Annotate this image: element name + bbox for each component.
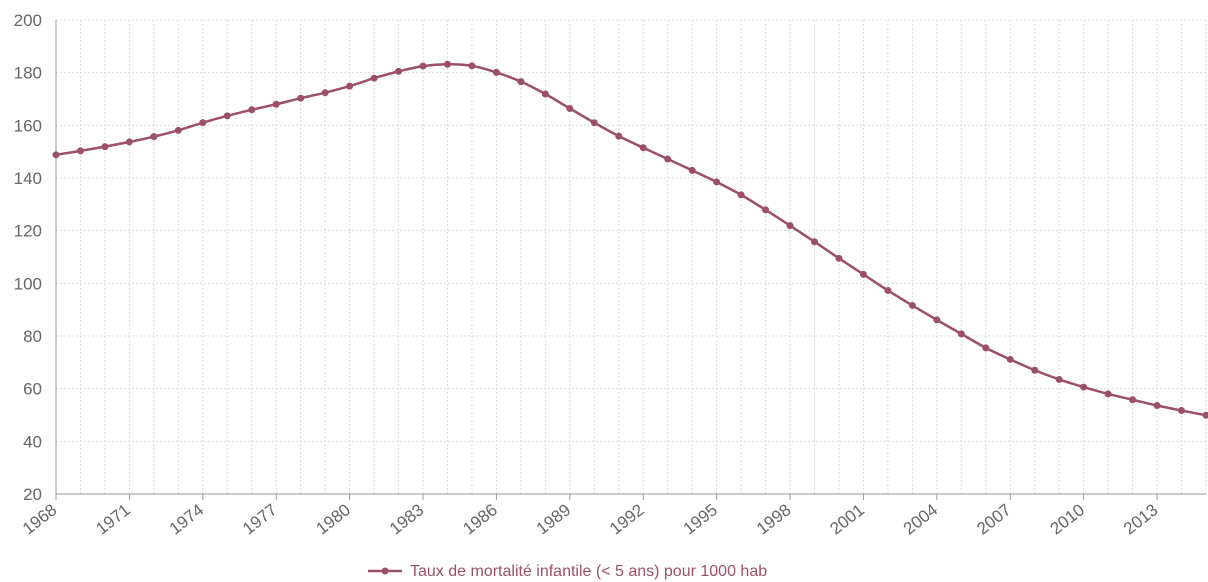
y-tick-label: 140 [14, 169, 42, 188]
x-tick-label: 1968 [19, 500, 61, 538]
data-point[interactable] [566, 104, 574, 112]
legend-label[interactable]: Taux de mortalité infantile (< 5 ans) po… [410, 563, 767, 580]
data-point[interactable] [1055, 375, 1063, 383]
data-point[interactable] [859, 270, 867, 278]
data-point[interactable] [223, 112, 231, 120]
data-point[interactable] [933, 316, 941, 324]
data-point[interactable] [590, 119, 598, 127]
data-point[interactable] [174, 126, 182, 134]
data-point[interactable] [76, 147, 84, 155]
x-tick-label: 1971 [92, 500, 134, 538]
y-tick-label: 40 [23, 432, 42, 451]
data-point[interactable] [517, 78, 525, 86]
legend-marker-swatch [381, 567, 389, 575]
x-tick-label: 2004 [900, 500, 942, 538]
data-point[interactable] [1129, 396, 1137, 404]
data-point[interactable] [835, 254, 843, 262]
data-point[interactable] [468, 62, 476, 70]
x-tick-label: 1974 [166, 500, 208, 538]
data-point[interactable] [811, 238, 819, 246]
x-tick-label: 1989 [533, 500, 575, 538]
data-point[interactable] [443, 60, 451, 68]
data-point[interactable] [1202, 411, 1208, 419]
x-tick-label: 2010 [1047, 500, 1089, 538]
y-tick-label: 20 [23, 485, 42, 504]
x-tick-label: 1986 [459, 500, 501, 538]
data-point[interactable] [982, 344, 990, 352]
x-tick-label: 2007 [973, 500, 1015, 538]
legend[interactable]: Taux de mortalité infantile (< 5 ans) po… [368, 563, 767, 580]
y-tick-label: 120 [14, 222, 42, 241]
x-tick-label: 2001 [826, 500, 868, 538]
data-point[interactable] [248, 106, 256, 114]
data-point[interactable] [737, 191, 745, 199]
data-point[interactable] [957, 330, 965, 338]
y-tick-label: 160 [14, 116, 42, 135]
x-tick-label: 1977 [239, 500, 281, 538]
y-tick-label: 80 [23, 327, 42, 346]
data-point[interactable] [1006, 355, 1014, 363]
data-point[interactable] [395, 67, 403, 75]
data-point[interactable] [688, 166, 696, 174]
data-point[interactable] [321, 89, 329, 97]
data-point[interactable] [272, 100, 280, 108]
data-point[interactable] [908, 301, 916, 309]
data-point[interactable] [1104, 390, 1112, 398]
y-tick-label: 200 [14, 11, 42, 30]
data-point[interactable] [1153, 402, 1161, 410]
x-tick-label: 1995 [680, 500, 722, 538]
data-point[interactable] [419, 62, 427, 70]
data-point[interactable] [639, 144, 647, 152]
data-point[interactable] [125, 138, 133, 146]
x-tick-label: 1980 [313, 500, 355, 538]
data-point[interactable] [541, 90, 549, 98]
data-point[interactable] [346, 82, 354, 90]
data-point[interactable] [615, 132, 623, 140]
data-point[interactable] [370, 74, 378, 82]
data-point[interactable] [713, 178, 721, 186]
data-point[interactable] [199, 119, 207, 127]
data-point[interactable] [1031, 366, 1039, 374]
axes: 20 40 60 80 100 120 140 160 180 200 1968 1971 1974 19… [14, 11, 1206, 538]
data-point[interactable] [884, 286, 892, 294]
y-tick-label: 180 [14, 64, 42, 83]
data-point[interactable] [52, 151, 60, 159]
y-tick-label: 100 [14, 274, 42, 293]
data-point[interactable] [786, 222, 794, 230]
x-tick-label: 1983 [386, 500, 428, 538]
data-point[interactable] [762, 206, 770, 214]
x-tick-label: 1998 [753, 500, 795, 538]
series-layer [52, 60, 1208, 419]
data-point[interactable] [1178, 407, 1186, 415]
x-tick-label: 1992 [606, 500, 648, 538]
data-point[interactable] [664, 155, 672, 163]
grid [55, 19, 1207, 494]
data-point[interactable] [150, 133, 158, 141]
data-point[interactable] [1080, 383, 1088, 391]
y-tick-label: 60 [23, 380, 42, 399]
x-tick-label: 2013 [1120, 500, 1162, 538]
data-point[interactable] [101, 143, 109, 151]
data-point[interactable] [297, 94, 305, 102]
data-point[interactable] [492, 68, 500, 76]
